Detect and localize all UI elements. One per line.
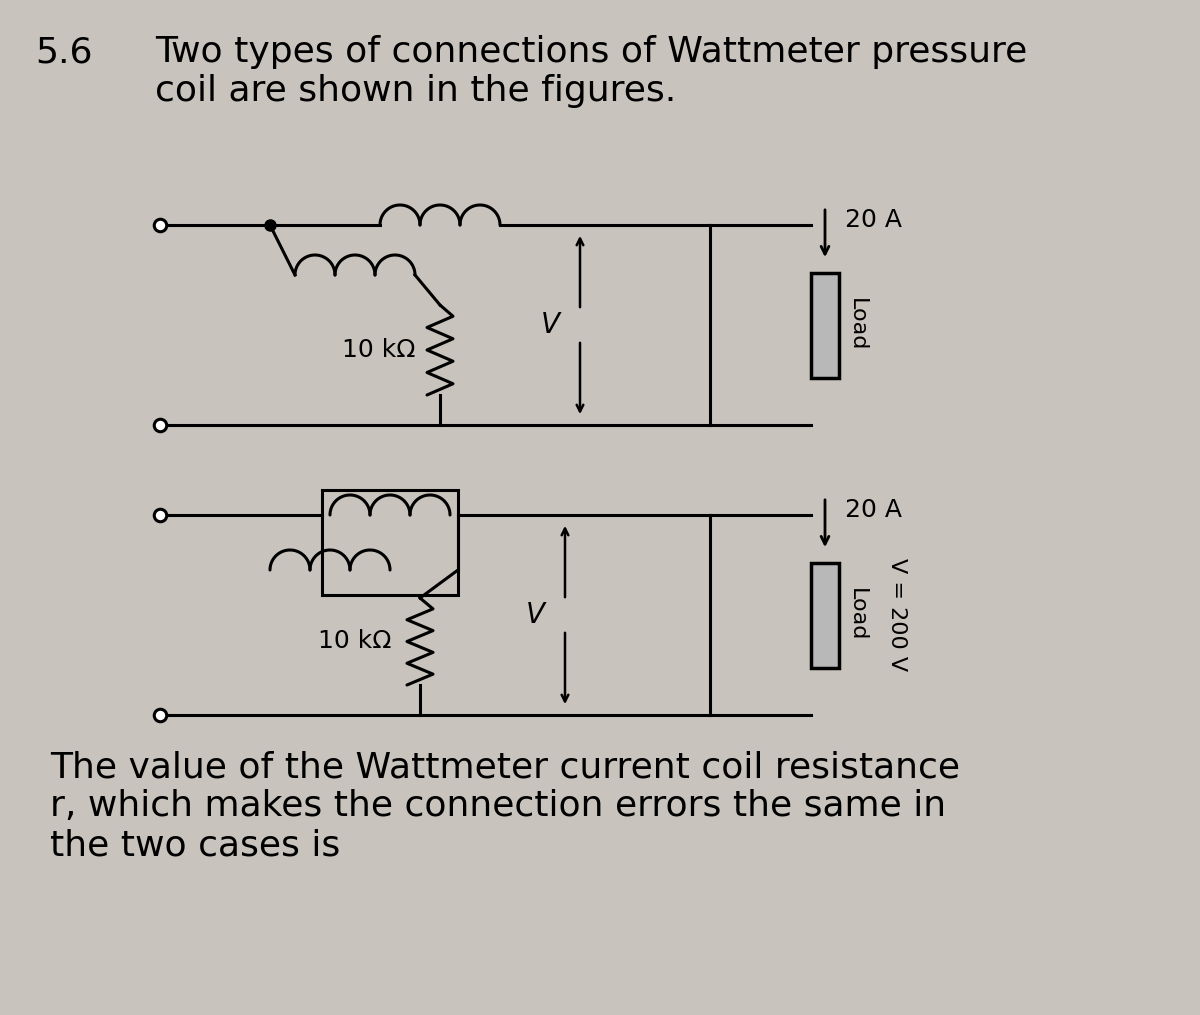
Text: 5.6: 5.6 (35, 35, 92, 69)
Bar (811, 562, 839, 668)
Text: Load: Load (847, 589, 866, 641)
Text: V: V (540, 311, 559, 339)
Text: 10 kΩ: 10 kΩ (318, 629, 392, 654)
Text: 20 A: 20 A (845, 208, 902, 232)
Text: 20 A: 20 A (845, 498, 902, 522)
Text: V: V (526, 601, 545, 629)
Bar (322, 490, 458, 595)
Text: Two types of connections of Wattmeter pressure
coil are shown in the figures.: Two types of connections of Wattmeter pr… (155, 35, 1027, 109)
Text: Load: Load (847, 298, 866, 351)
Bar (811, 272, 839, 378)
Text: 10 kΩ: 10 kΩ (342, 338, 415, 362)
Text: The value of the Wattmeter current coil resistance
r, which makes the connection: The value of the Wattmeter current coil … (50, 750, 960, 863)
Text: V = 200 V: V = 200 V (887, 558, 907, 672)
